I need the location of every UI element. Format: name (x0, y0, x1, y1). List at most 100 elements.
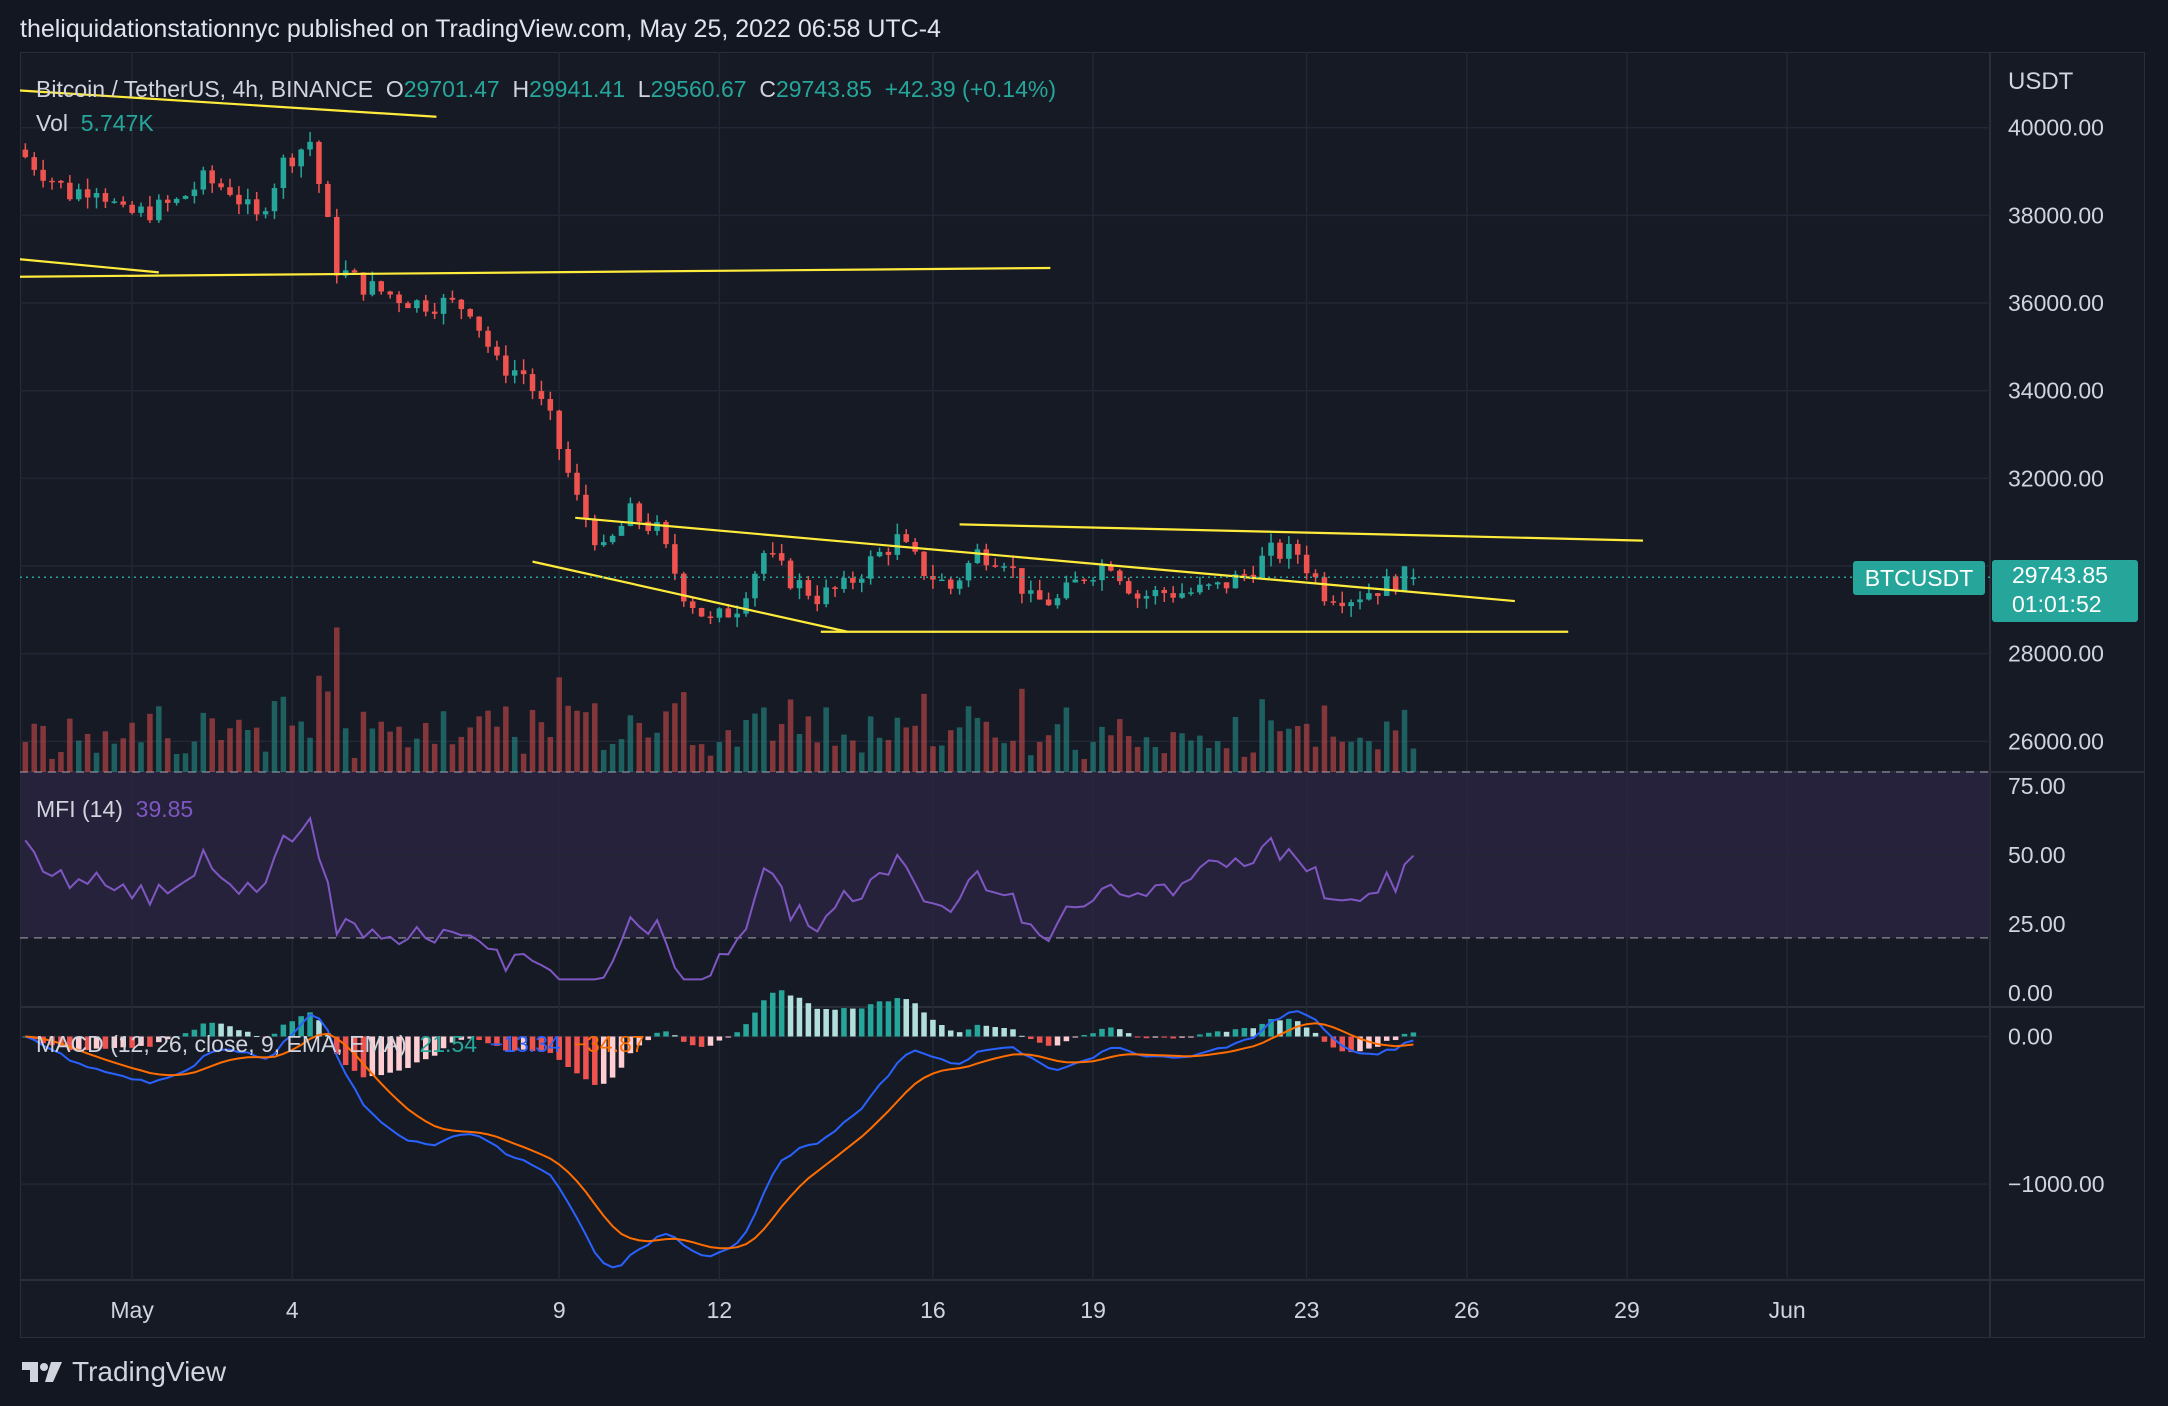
candle-body (494, 346, 500, 356)
candle-body (200, 170, 207, 190)
candle-body (983, 549, 990, 566)
candle-body (520, 370, 527, 375)
time-axis-label: 4 (286, 1297, 299, 1323)
macd-histogram-bar (1277, 1020, 1283, 1037)
macd-histogram-bar (770, 992, 776, 1037)
macd-histogram-bar (1019, 1035, 1025, 1037)
volume-bar (503, 706, 509, 772)
volume-bar (752, 713, 758, 772)
time-axis-label: Jun (1769, 1297, 1806, 1323)
candle-body (814, 595, 821, 605)
macd-histogram-bar (832, 1009, 838, 1037)
candle-body (912, 541, 918, 552)
volume-bar (1223, 748, 1230, 772)
price-axis-label: 26000.00 (2008, 728, 2104, 754)
candle-body (253, 199, 260, 215)
macd-histogram-bar (618, 1036, 625, 1068)
volume-bar (1019, 688, 1025, 772)
macd-histogram-bar (876, 1001, 883, 1037)
volume-bar (885, 739, 892, 772)
volume-bar (1134, 746, 1141, 772)
volume-bar (1259, 699, 1265, 772)
candle-body (805, 580, 812, 596)
macd-histogram-bar (405, 1036, 411, 1068)
volume-bar (850, 740, 856, 772)
symbol-label[interactable]: Bitcoin / TetherUS, 4h, BINANCE (36, 76, 374, 102)
candle-body (414, 300, 420, 309)
trendline[interactable] (575, 516, 1515, 603)
volume-bar (334, 627, 340, 772)
macd-legend: MACD (12, 26, close, 9, EMA, EMA) 21.54 … (36, 1031, 645, 1058)
volume-bar (983, 721, 990, 772)
volume-bar (805, 716, 812, 772)
macd-histogram-bar (1054, 1036, 1061, 1046)
macd-histogram-bar (858, 1008, 865, 1037)
macd-histogram-bar (689, 1036, 696, 1046)
macd-histogram-bar (1001, 1028, 1007, 1037)
candle-body (618, 525, 625, 536)
candle-body (1019, 568, 1025, 594)
candle-body (49, 180, 55, 183)
candle-body (592, 519, 598, 546)
volume-bar (947, 730, 954, 772)
volume-bar (138, 742, 144, 772)
macd-histogram-bar (894, 998, 901, 1037)
candle-body (1108, 565, 1114, 571)
volume-bar (1330, 736, 1337, 772)
macd-histogram-bar (921, 1012, 927, 1037)
candle-body (1099, 565, 1105, 581)
trendline[interactable] (19, 89, 437, 118)
volume-bar (280, 696, 287, 772)
candle-body (1179, 593, 1185, 598)
volume-bar (245, 730, 251, 772)
candle-body (743, 598, 749, 614)
macd-histogram-bar (609, 1036, 616, 1078)
candle-body (734, 613, 740, 618)
volume-bar (921, 693, 927, 772)
trendline[interactable] (959, 523, 1644, 542)
macd-histogram-bar (867, 1004, 874, 1037)
volume-bar (912, 725, 918, 772)
volume-label[interactable]: Vol (36, 110, 68, 136)
mfi-label[interactable]: MFI (14) (36, 796, 123, 822)
volume-bar (93, 752, 100, 772)
open-value: 29701.47 (403, 76, 500, 102)
volume-bar (627, 715, 634, 772)
trendline[interactable] (19, 258, 159, 274)
macd-histogram-bar (236, 1030, 242, 1037)
low-value: 29560.67 (650, 76, 747, 102)
volume-bar (778, 723, 785, 772)
chart-frame[interactable] (20, 52, 2145, 1338)
volume-bar (325, 691, 331, 772)
macd-histogram-bar (743, 1024, 749, 1037)
candle-body (325, 183, 331, 217)
candle-body (1357, 599, 1363, 603)
candle-body (164, 199, 171, 203)
volume-bar (574, 710, 580, 772)
macd-histogram-bar (75, 1036, 82, 1050)
macd-label[interactable]: MACD (12, 26, close, 9, EMA, EMA) (36, 1031, 407, 1057)
volume-bar (1250, 752, 1257, 772)
volume-bar (1410, 748, 1417, 772)
volume-bar (1286, 728, 1292, 772)
mfi-axis-label: 75.00 (2008, 773, 2066, 799)
macd-value: 21.54 (419, 1031, 478, 1057)
macd-histogram-bar (583, 1036, 589, 1080)
trendline[interactable] (532, 560, 848, 633)
candle-body (280, 157, 287, 189)
volume-bar (565, 705, 571, 772)
macd-histogram-bar (529, 1036, 536, 1052)
candle-body (681, 573, 687, 602)
candle-body (58, 180, 64, 183)
volume-bar (1072, 749, 1079, 772)
macd-histogram-bar (1401, 1033, 1408, 1037)
volume-bar (1028, 755, 1034, 772)
volume-bar (156, 706, 162, 772)
volume-bar (698, 744, 705, 772)
volume-bar (1392, 730, 1399, 772)
volume-bar (182, 753, 189, 772)
volume-bar (1294, 726, 1301, 772)
volume-bar (1366, 741, 1372, 772)
trendline[interactable] (19, 266, 1051, 278)
